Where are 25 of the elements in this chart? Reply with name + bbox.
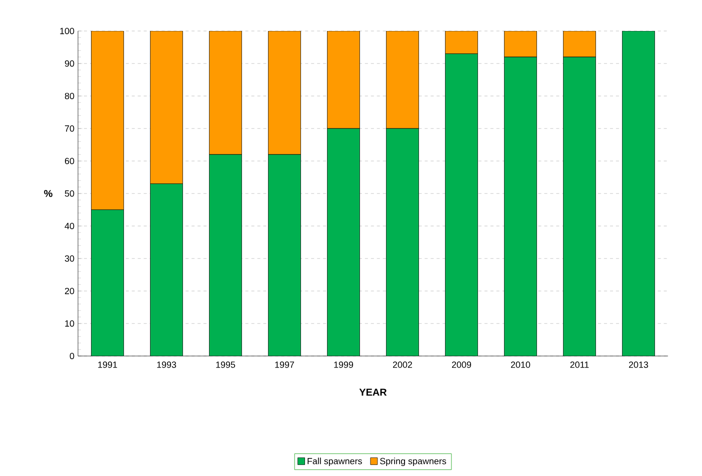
x-tick-label: 2010 bbox=[510, 362, 530, 368]
x-tick-label: 1997 bbox=[275, 362, 294, 368]
y-axis-title: % bbox=[44, 190, 52, 198]
x-tick-label: 2002 bbox=[392, 362, 412, 368]
x-tick-label: 2011 bbox=[570, 362, 589, 368]
x-tick-label: 1991 bbox=[98, 362, 118, 368]
x-tick-label: 1995 bbox=[216, 362, 236, 368]
x-tick-label: 1993 bbox=[157, 362, 176, 368]
y-tick-label: 100 bbox=[60, 28, 74, 34]
x-tick-label: 2013 bbox=[628, 362, 648, 368]
x-tick-label: 2009 bbox=[452, 362, 472, 368]
y-tick-label: 70 bbox=[64, 125, 74, 132]
y-tick-label: 90 bbox=[64, 60, 74, 67]
y-tick-label: 40 bbox=[64, 222, 74, 230]
x-axis-title: YEAR bbox=[359, 388, 387, 396]
y-tick-label: 60 bbox=[64, 158, 74, 164]
x-tick-label: 1999 bbox=[334, 362, 354, 368]
y-tick-label: 0 bbox=[70, 352, 74, 360]
y-tick-label: 10 bbox=[65, 320, 74, 327]
legend-label: Fall spawners bbox=[308, 458, 362, 466]
y-tick-label: 80 bbox=[64, 92, 74, 100]
y-tick-label: 50 bbox=[64, 190, 74, 197]
y-tick-label: 30 bbox=[64, 255, 74, 262]
legend-label: Spring spawners bbox=[380, 458, 446, 466]
y-tick-label: 20 bbox=[64, 288, 74, 294]
